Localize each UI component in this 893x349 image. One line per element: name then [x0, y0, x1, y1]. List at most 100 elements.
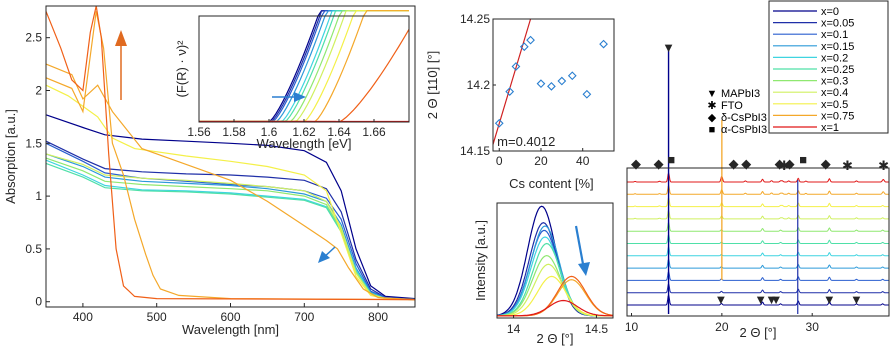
- absorption-series-line: [45, 5, 416, 301]
- delta-marker: ◆: [741, 156, 751, 171]
- tauc-x-tick-label: 1.64: [327, 125, 351, 139]
- xrd-pattern-line: [627, 232, 889, 244]
- absorption-series-line: [45, 153, 416, 301]
- fto-marker: ✱: [842, 158, 853, 173]
- tauc-x-tick-label: 1.58: [222, 125, 246, 139]
- markers-legend-label: FTO: [721, 100, 743, 112]
- peak-series-line: [496, 205, 613, 317]
- absorption-x-tick-label: 500: [147, 310, 167, 324]
- xrd-legend-label: x=0.1: [821, 29, 848, 41]
- xrd-legend-label: x=1: [821, 122, 839, 134]
- absorption-y-tick-label: 0.5: [25, 242, 42, 256]
- peak-x-label: 2 Θ [°]: [537, 331, 574, 346]
- absorption-x-tick-label: 700: [294, 310, 314, 324]
- tauc-x-tick-label: 1.62: [292, 125, 316, 139]
- delta-marker: ◆: [729, 156, 739, 171]
- markers-legend-symbol: ■: [709, 124, 716, 136]
- lattice-y-tick-label: 14.2: [467, 78, 491, 92]
- xrd-legend-label: x=0.3: [821, 76, 848, 88]
- absorption-y-tick-label: 0: [35, 295, 42, 309]
- xrd-legend-label: x=0: [821, 6, 839, 18]
- peak-axes-frame: [496, 202, 614, 319]
- mapbi3-marker: ▼: [765, 292, 778, 307]
- xrd-pattern-line: [627, 183, 889, 195]
- lattice-point: [519, 42, 529, 52]
- lattice-point: [526, 35, 535, 45]
- tauc-background: [199, 16, 409, 122]
- absorption-x-tick-label: 600: [220, 310, 240, 324]
- xrd-pattern-line: [627, 245, 889, 257]
- xrd-axes-frame: [626, 167, 890, 317]
- xrd-legend-label: x=0.4: [821, 87, 848, 99]
- peak-x-tick-label: 14: [507, 322, 521, 336]
- xrd-x-label: 2 Θ [°]: [740, 325, 777, 340]
- peak-series-line: [497, 299, 613, 317]
- absorption-y-label: Absorption [a.u.]: [3, 109, 18, 204]
- lattice-slope-annotation: m=0.4012: [497, 134, 555, 149]
- tauc-x-tick-label: 1.56: [187, 125, 211, 139]
- markers-legend-symbol: ▼: [707, 88, 718, 100]
- lattice-point: [567, 71, 577, 81]
- tauc-inset-panel: 1.56 1.58 1.6 1.62 1.64 1.66 Wavelength [eV] (F…: [174, 10, 410, 151]
- alpha-marker: ■: [667, 152, 675, 167]
- xrd-pattern-line: [627, 208, 889, 220]
- tauc-arrow-head: [294, 92, 306, 102]
- absorption-x-tick-label: 400: [73, 310, 93, 324]
- tauc-x-label: Wavelength [eV]: [257, 136, 352, 151]
- lattice-point: [536, 79, 546, 89]
- absorption-y-tick-label: 1: [35, 189, 42, 203]
- absorption-up-arrow-head: [115, 30, 127, 46]
- mapbi3-marker: ▼: [823, 292, 836, 307]
- lattice-point: [511, 62, 521, 71]
- fto-marker: ✱: [878, 158, 889, 173]
- delta-marker: ◆: [775, 156, 785, 171]
- delta-marker: ◆: [821, 156, 831, 171]
- lattice-point: [547, 81, 556, 91]
- xrd-pattern-line: [627, 257, 889, 269]
- tauc-x-tick-label: 1.66: [362, 125, 386, 139]
- xrd-pattern-line: [627, 269, 889, 281]
- lattice-point: [557, 76, 567, 86]
- xrd-x-tick-label: 20: [715, 320, 729, 334]
- lattice-x-tick-label: 40: [576, 154, 590, 168]
- xrd-legend-label: x=0.25: [821, 64, 854, 76]
- peak-panel: 14 14.5 2 Θ [°] Intensity [a.u.]: [473, 202, 614, 346]
- mapbi3-marker: ▼: [754, 292, 767, 307]
- absorption-panel: 400 500 600 700 800 0 0.5 1 1.5 2 2.5 Wavelength [n…: [3, 5, 416, 337]
- xrd-pattern-line: [627, 196, 889, 208]
- absorption-series-line: [45, 63, 416, 301]
- peak-series-line: [497, 275, 613, 317]
- alpha-marker: ■: [799, 152, 807, 167]
- lattice-point: [494, 118, 504, 128]
- xrd-pattern-line: [627, 293, 889, 306]
- peak-arrow-head: [578, 262, 590, 276]
- absorption-series-line: [45, 140, 416, 301]
- delta-marker: ◆: [785, 156, 795, 171]
- mapbi3-marker: ▼: [662, 40, 675, 55]
- peak-y-label: Intensity [a.u.]: [473, 220, 488, 301]
- absorption-y-tick-label: 2.5: [25, 31, 42, 45]
- xrd-legend-label: x=0.05: [821, 18, 854, 30]
- absorption-series-line: [45, 11, 416, 301]
- lattice-y-tick-label: 14.25: [460, 12, 490, 26]
- xrd-x-tick-label: 10: [625, 320, 639, 334]
- delta-marker: ◆: [631, 156, 641, 171]
- lattice-point: [582, 89, 592, 99]
- xrd-x-tick-label: 30: [806, 320, 820, 334]
- mapbi3-marker: ▼: [850, 292, 863, 307]
- markers-legend-label: MAPbI3: [721, 88, 760, 100]
- absorption-down-arrow-head: [318, 251, 330, 263]
- markers-legend-label: δ-CsPbI3: [721, 112, 767, 124]
- peak-arrow-shaft: [574, 225, 585, 265]
- lattice-x-tick-label: 20: [534, 154, 548, 168]
- lattice-x-tick-label: 0: [496, 154, 503, 168]
- fto-marker: ✱: [779, 158, 790, 173]
- lattice-y-tick-label: 14.15: [460, 144, 490, 158]
- mapbi3-marker: ▼: [715, 292, 728, 307]
- xrd-panel: 10 20 302 Θ [°]▼▼▼▼ ▼ ▼▼◆ ◆ ◆ ◆ ◆ ◆ ◆■ ■✱ ✱ ✱▼ MAPbI3✱…: [625, 0, 890, 340]
- lattice-point: [505, 87, 515, 96]
- absorption-y-tick-label: 2: [35, 83, 42, 97]
- lattice-point: [599, 39, 608, 49]
- markers-legend-symbol: ✱: [707, 100, 716, 112]
- lattice-fit-line: [492, 18, 532, 145]
